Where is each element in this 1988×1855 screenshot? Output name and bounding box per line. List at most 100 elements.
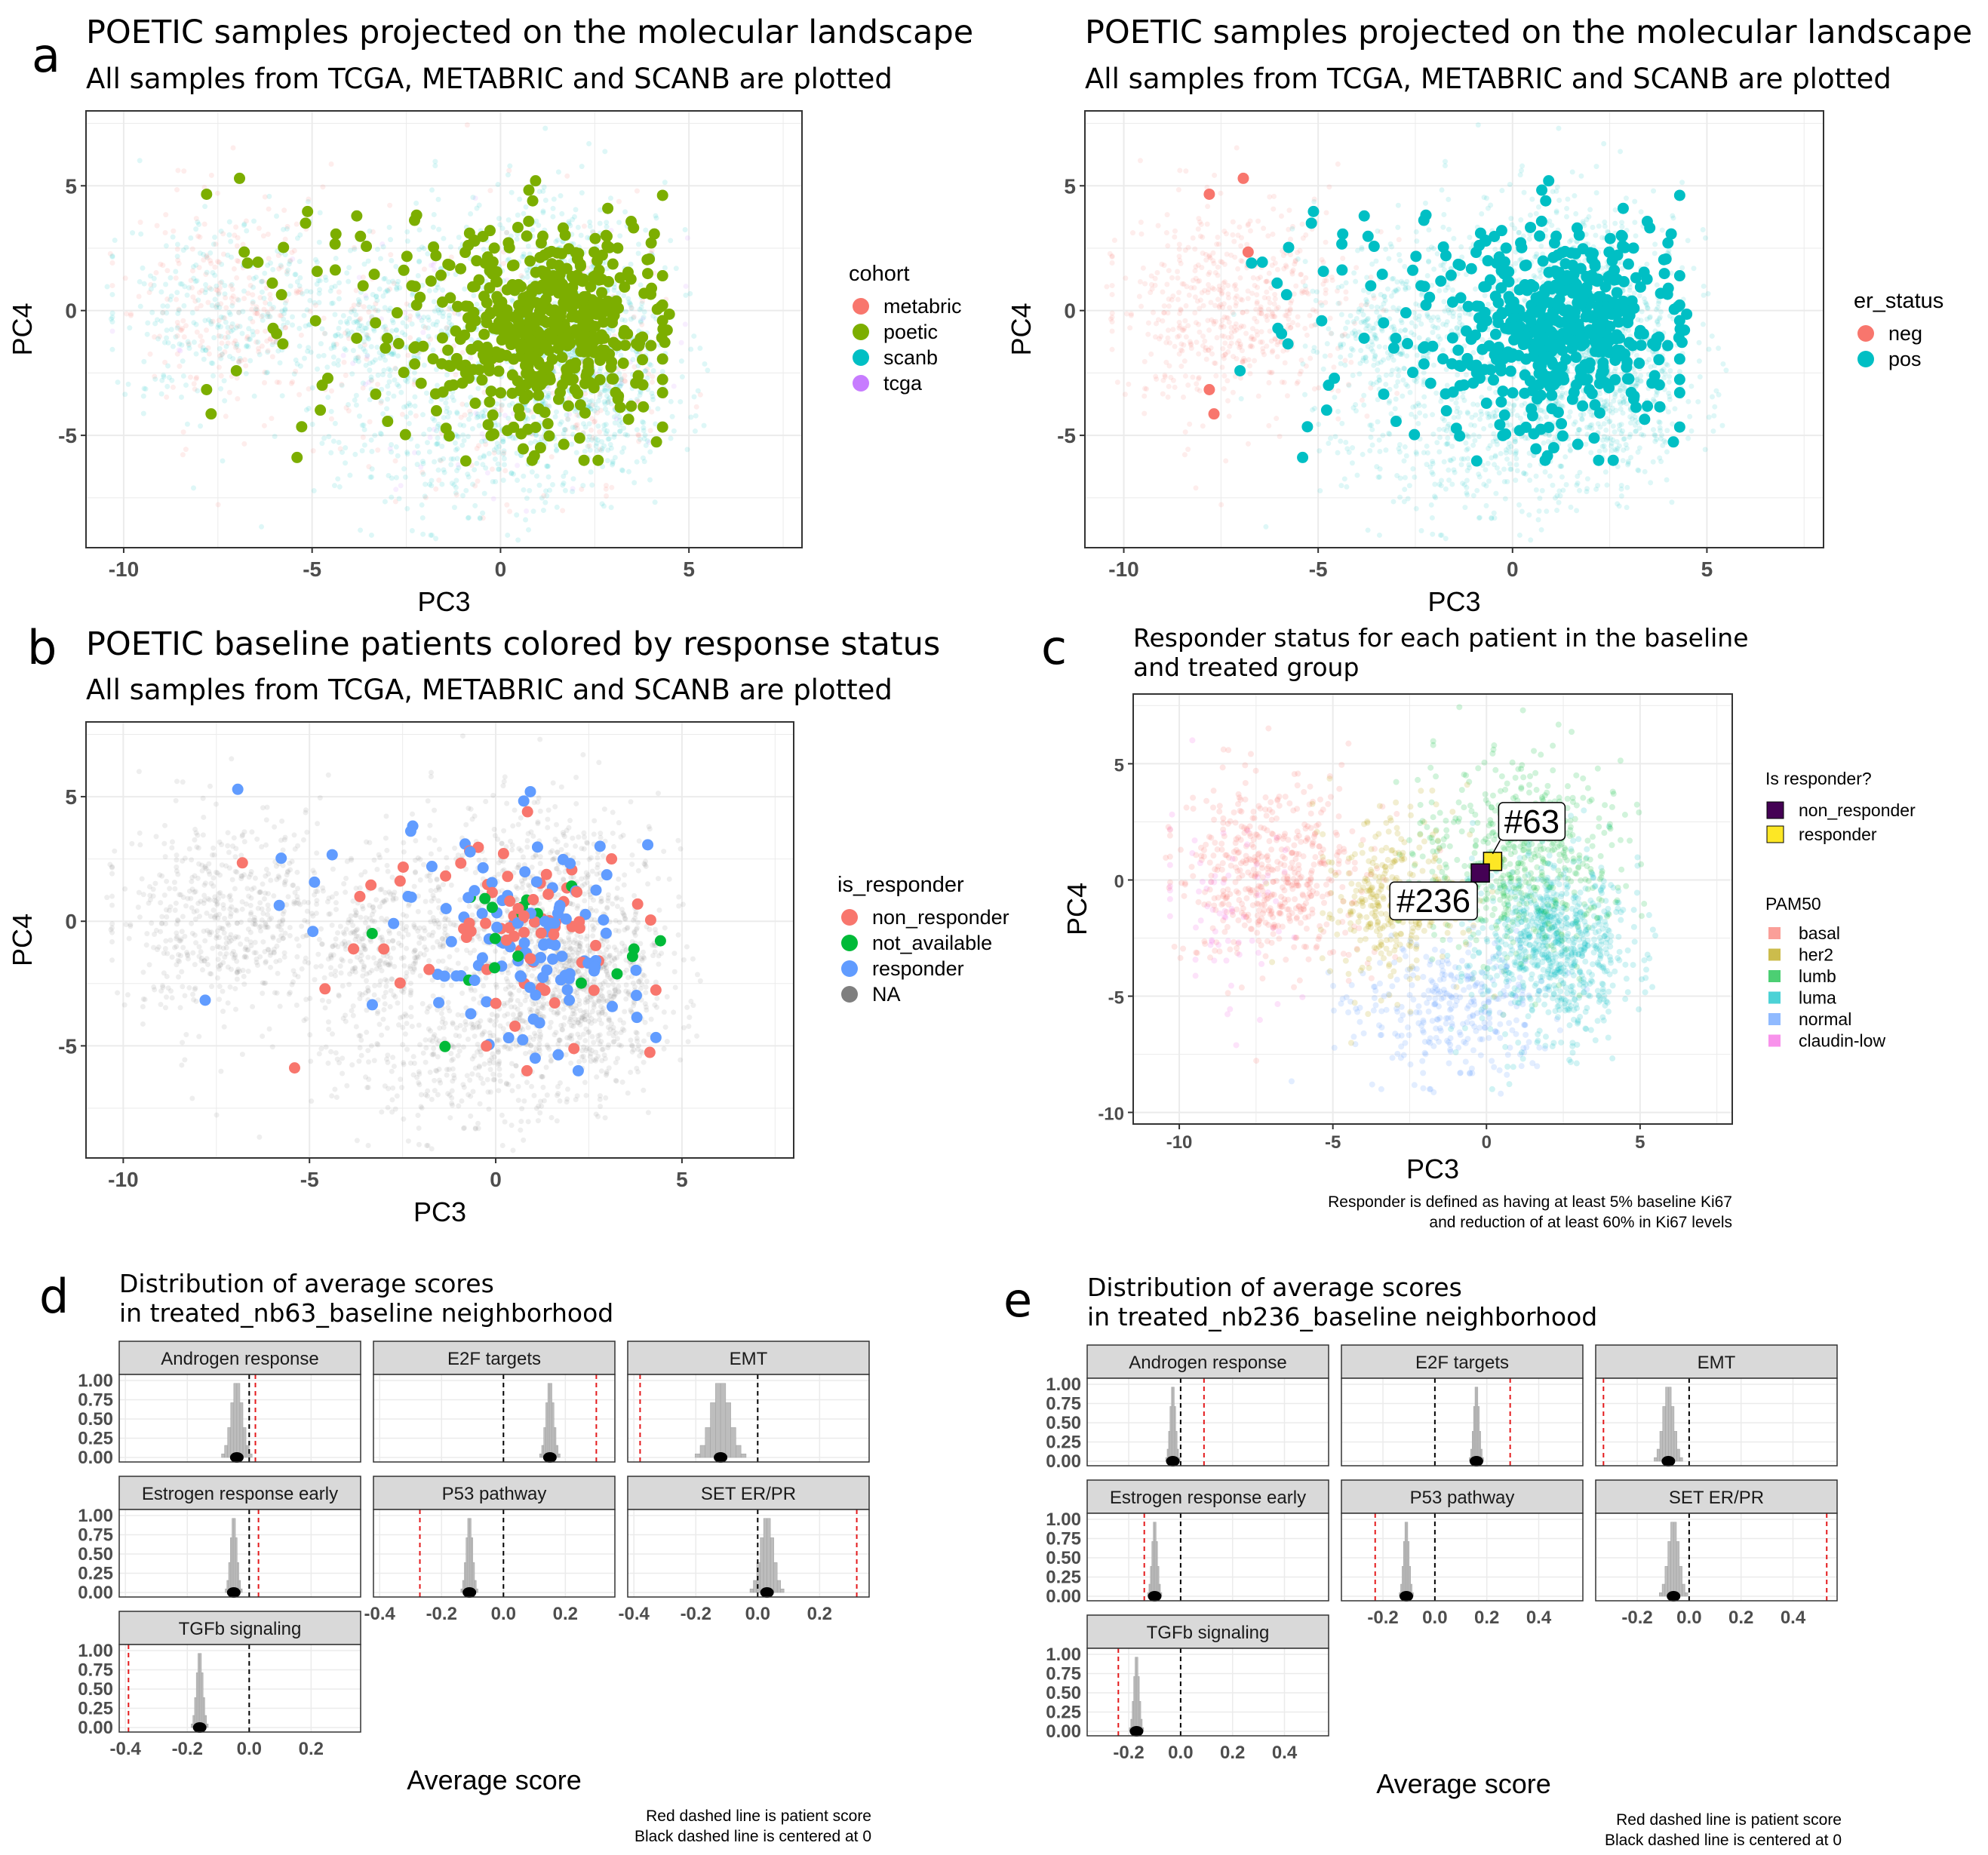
- background-sample-point: [1109, 291, 1115, 297]
- poetic-sample-point: [482, 419, 494, 431]
- poetic-sample-point: [558, 438, 570, 450]
- background-sample-point: [1339, 420, 1345, 426]
- poetic-sample-point: [572, 388, 584, 400]
- background-sample-point: [328, 408, 334, 414]
- background-sample-point: [196, 221, 202, 227]
- background-sample-point: [521, 473, 527, 479]
- background-sample-point: [214, 303, 220, 309]
- background-sample-point: [1424, 313, 1430, 319]
- background-sample-point: [569, 441, 575, 447]
- background-sample-point: [1430, 531, 1436, 537]
- background-sample-point: [481, 453, 487, 459]
- background-sample-point: [1209, 351, 1215, 357]
- background-sample-point: [1185, 382, 1191, 389]
- background-sample-point: [461, 438, 467, 444]
- background-sample-point: [347, 472, 353, 478]
- background-sample-point: [175, 311, 181, 317]
- background-sample-point: [355, 355, 361, 361]
- background-sample-point: [1177, 167, 1183, 174]
- background-sample-point: [183, 382, 189, 389]
- background-sample-point: [284, 271, 290, 277]
- background-sample-point: [349, 329, 355, 335]
- background-sample-point: [352, 397, 358, 403]
- background-sample-point: [597, 220, 603, 226]
- background-sample-point: [220, 231, 226, 237]
- poetic-sample-point: [557, 222, 569, 234]
- background-sample-point: [1463, 440, 1469, 446]
- background-sample-point: [1343, 280, 1349, 286]
- background-sample-point: [1206, 281, 1212, 287]
- background-sample-point: [174, 333, 180, 339]
- background-sample-point: [1486, 478, 1492, 484]
- background-sample-point: [1655, 321, 1661, 327]
- background-sample-point: [316, 239, 322, 245]
- background-sample-point: [226, 309, 232, 315]
- background-sample-point: [1696, 358, 1702, 364]
- background-sample-point: [294, 279, 300, 285]
- background-sample-point: [558, 419, 564, 425]
- background-sample-point: [1165, 243, 1171, 249]
- background-sample-point: [1270, 231, 1276, 237]
- background-sample-point: [604, 428, 610, 434]
- background-sample-point: [333, 333, 339, 339]
- background-sample-point: [1579, 416, 1585, 422]
- poetic-sample-point: [543, 430, 555, 442]
- background-sample-point: [1202, 338, 1208, 344]
- background-sample-point: [175, 323, 181, 329]
- background-sample-point: [168, 327, 174, 333]
- background-sample-point: [1602, 469, 1609, 475]
- background-sample-point: [1501, 466, 1507, 472]
- background-sample-point: [1716, 346, 1722, 352]
- background-sample-point: [218, 301, 224, 307]
- poetic-sample-point: [459, 329, 471, 341]
- poetic-sample-point: [429, 388, 441, 400]
- background-sample-point: [1361, 402, 1367, 408]
- poetic-sample-point: [561, 366, 573, 378]
- background-sample-point: [1481, 425, 1487, 432]
- background-sample-point: [177, 341, 183, 347]
- background-sample-point: [640, 298, 646, 304]
- background-sample-point: [454, 433, 460, 439]
- background-sample-point: [1618, 406, 1624, 412]
- background-sample-point: [383, 327, 389, 333]
- background-sample-point: [1656, 298, 1662, 304]
- poetic-sample-point: [578, 454, 590, 466]
- background-sample-point: [557, 421, 563, 427]
- background-sample-point: [1401, 499, 1407, 505]
- background-sample-point: [389, 475, 395, 481]
- panel-label-d: d: [39, 1269, 69, 1324]
- background-sample-point: [1539, 487, 1545, 493]
- background-sample-point: [479, 410, 485, 416]
- background-sample-point: [1535, 517, 1541, 523]
- poetic-sample-point: [656, 421, 668, 433]
- background-sample-point: [1644, 261, 1650, 267]
- background-sample-point: [193, 351, 199, 357]
- background-sample-point: [328, 346, 334, 352]
- background-sample-point: [353, 392, 359, 398]
- background-sample-point: [623, 309, 629, 315]
- background-sample-point: [1596, 223, 1602, 229]
- background-sample-point: [641, 315, 647, 321]
- poetic-sample-point: [641, 253, 653, 266]
- poetic-sample-point: [607, 258, 619, 270]
- background-sample-point: [599, 439, 605, 445]
- background-sample-point: [377, 430, 383, 436]
- background-sample-point: [1210, 258, 1216, 264]
- background-sample-point: [429, 478, 435, 484]
- cohort-legend-key: [853, 324, 869, 340]
- background-sample-point: [158, 318, 164, 324]
- background-sample-point: [195, 388, 201, 394]
- background-sample-point: [668, 435, 674, 441]
- x-tick-label: -5: [303, 557, 321, 581]
- background-sample-point: [514, 512, 520, 518]
- background-sample-point: [247, 282, 253, 288]
- background-sample-point: [1266, 270, 1272, 276]
- background-sample-point: [328, 161, 334, 167]
- background-sample-point: [171, 228, 177, 234]
- poetic-sample-point: [513, 403, 525, 415]
- background-sample-point: [1376, 377, 1382, 383]
- background-sample-point: [174, 296, 180, 303]
- background-sample-point: [239, 330, 245, 336]
- poetic-sample-point: [536, 372, 548, 384]
